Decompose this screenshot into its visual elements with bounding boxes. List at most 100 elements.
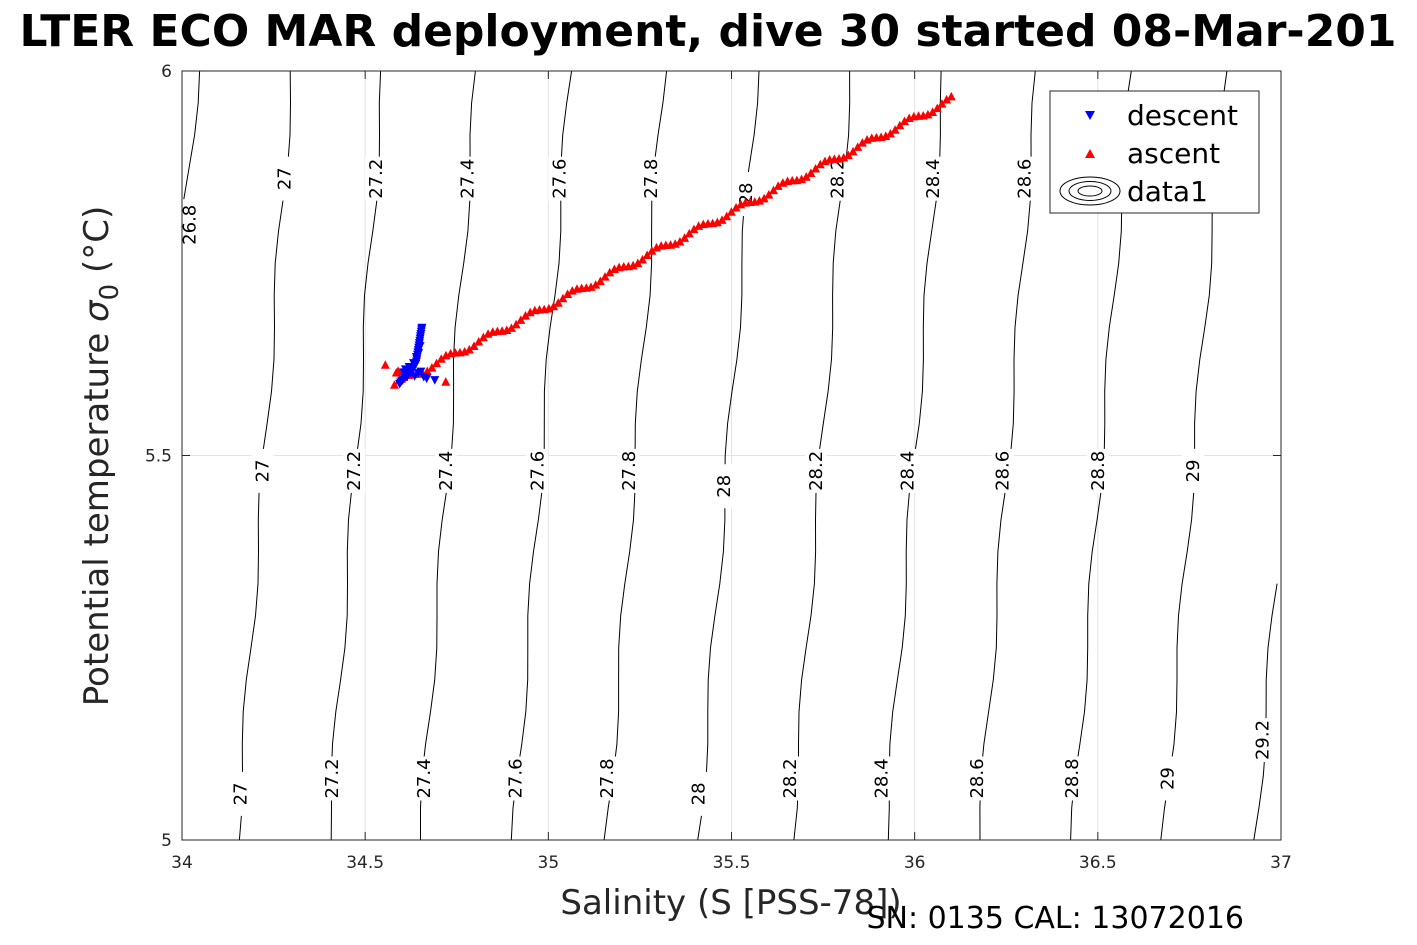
ascent-point	[647, 246, 657, 255]
ascent-point	[591, 280, 601, 289]
contour-label: 28	[689, 782, 710, 805]
ascent-point	[675, 236, 685, 246]
y-axis-label-main: Potential temperature	[77, 322, 117, 706]
contour-label-bg	[504, 756, 527, 801]
contour-label: 28.2	[780, 758, 801, 798]
contour-label: 29.2	[1253, 720, 1274, 760]
contour-label: 28.2	[806, 451, 827, 491]
contour-label: 28.4	[872, 758, 893, 798]
contour-label: 27.2	[366, 159, 387, 199]
isopycnal-29.2	[1253, 583, 1278, 841]
y-axis-label: Potential temperature σ0 (°C)	[77, 206, 125, 706]
ascent-point	[432, 358, 442, 368]
ascent-point	[600, 272, 610, 281]
ascent-point	[586, 282, 596, 291]
contour-label-bg	[713, 464, 736, 509]
ascent-point	[885, 128, 895, 138]
x-tick-label: 35	[538, 853, 560, 873]
x-tick-label: 34.5	[346, 853, 384, 873]
ascent-point	[595, 276, 605, 286]
contour-label: 27.4	[414, 758, 435, 798]
contour-label-bg	[639, 156, 662, 201]
contour-label-bg	[273, 156, 296, 201]
contour-label-bg	[991, 448, 1014, 493]
contour-label-bg	[1061, 756, 1084, 801]
descent-point	[422, 374, 432, 384]
contour-label-bg	[804, 448, 827, 493]
contour-label: 27.2	[344, 451, 365, 491]
ascent-point	[633, 258, 643, 268]
contour-label-bg	[1013, 156, 1036, 201]
x-tick-label: 34	[171, 853, 193, 873]
ascent-point	[558, 293, 568, 303]
ascent-point	[928, 107, 938, 116]
ascent-point	[511, 319, 521, 329]
x-tick-label: 37	[1270, 853, 1292, 873]
ascent-point	[843, 150, 853, 160]
contour-label-bg	[229, 771, 252, 816]
ascent-point	[932, 103, 942, 113]
contour-label-bg	[965, 756, 988, 801]
contour-label-bg	[617, 448, 640, 493]
ascent-point	[680, 233, 690, 242]
contour-label: 28.6	[993, 451, 1014, 491]
ascent-point	[380, 360, 390, 369]
contour-label: 28	[736, 183, 757, 206]
contour-label-bg	[1182, 448, 1205, 493]
contour-label-bg	[921, 156, 944, 201]
legend-ascent-label: ascent	[1127, 137, 1220, 170]
ascent-point	[937, 99, 947, 108]
contour-label-bg	[826, 156, 849, 201]
ascent-point	[563, 289, 573, 298]
ascent-point	[474, 336, 484, 346]
ascent-point	[848, 146, 858, 156]
contour-label-bg	[434, 448, 457, 493]
x-tick-label: 36	[904, 853, 926, 873]
ascent-point	[839, 152, 849, 162]
contour-label: 27.6	[549, 159, 570, 199]
legend-box	[1049, 90, 1260, 214]
ascent-point	[441, 377, 451, 386]
contour-label-bg	[343, 448, 366, 493]
x-tick-label: 35.5	[713, 853, 751, 873]
contour-label: 27.8	[597, 758, 618, 798]
ascent-point	[946, 91, 956, 101]
ascent-point	[469, 341, 479, 350]
ascent-point	[815, 159, 825, 169]
contour-label: 28	[714, 475, 735, 498]
legend-contour-icon	[1059, 176, 1121, 206]
ascent-point	[422, 366, 432, 376]
y-axis-ticks: 55.56	[145, 62, 1281, 851]
descent-point	[430, 376, 440, 385]
contour-label-bg	[548, 156, 571, 201]
ascent-point	[895, 120, 905, 130]
contour-label: 27.2	[322, 758, 343, 798]
series-descent	[395, 323, 440, 389]
ascent-point	[549, 301, 559, 311]
legend-descent-label: descent	[1127, 99, 1238, 132]
ascent-point	[389, 380, 399, 389]
contour-label: 27	[275, 167, 296, 190]
ascent-point	[806, 168, 816, 177]
ascent-point	[731, 202, 741, 212]
contour-label: 28.2	[828, 159, 849, 199]
descent-point	[415, 342, 425, 351]
contour-label: 27.6	[505, 758, 526, 798]
ascent-point	[605, 267, 615, 277]
contour-label-bg	[1251, 718, 1274, 763]
contour-label-bg	[870, 756, 893, 801]
descent-point	[416, 367, 426, 377]
contour-label: 27	[231, 782, 252, 805]
ascent-point	[797, 174, 807, 184]
ascent-point	[722, 211, 732, 221]
contour-label-bg	[456, 156, 479, 201]
ascent-point	[923, 109, 933, 119]
contour-label-bg	[178, 202, 201, 247]
ascent-point	[544, 303, 554, 313]
ascent-point	[520, 311, 530, 320]
contour-label-bg	[595, 756, 618, 801]
ascent-point	[478, 332, 488, 342]
contour-label-bg	[365, 156, 388, 201]
ascent-point	[801, 172, 811, 181]
contour-label: 29	[1157, 767, 1178, 790]
